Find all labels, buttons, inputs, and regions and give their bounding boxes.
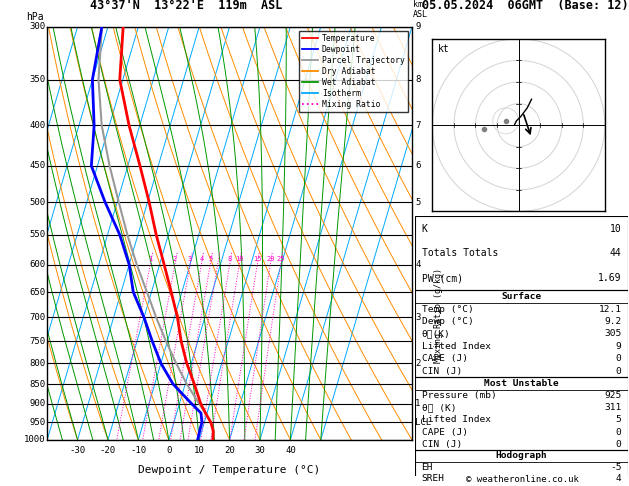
Text: Hodograph: Hodograph: [496, 451, 547, 461]
Bar: [415, 290, 628, 378]
Text: 350: 350: [29, 75, 45, 84]
Text: 3: 3: [415, 313, 421, 322]
Text: Dewpoint / Temperature (°C): Dewpoint / Temperature (°C): [138, 465, 321, 475]
Text: 20: 20: [266, 256, 275, 262]
Text: 700: 700: [29, 313, 45, 322]
Text: 4: 4: [415, 260, 421, 269]
Text: 2: 2: [173, 256, 177, 262]
Text: 9.2: 9.2: [604, 317, 621, 326]
Text: EH: EH: [421, 463, 433, 472]
Text: SREH: SREH: [421, 474, 445, 484]
Text: CAPE (J): CAPE (J): [421, 354, 467, 364]
Text: 4: 4: [199, 256, 203, 262]
Legend: Temperature, Dewpoint, Parcel Trajectory, Dry Adiabat, Wet Adiabat, Isotherm, Mi: Temperature, Dewpoint, Parcel Trajectory…: [299, 31, 408, 112]
Text: θᴇ(K): θᴇ(K): [421, 330, 450, 338]
Text: 925: 925: [604, 391, 621, 400]
Text: Lifted Index: Lifted Index: [421, 342, 491, 351]
Text: Pressure (mb): Pressure (mb): [421, 391, 496, 400]
Text: 15: 15: [253, 256, 262, 262]
Text: 305: 305: [604, 330, 621, 338]
Text: 900: 900: [29, 399, 45, 408]
Text: Dewp (°C): Dewp (°C): [421, 317, 473, 326]
Text: 1: 1: [148, 256, 152, 262]
Text: 2: 2: [415, 359, 421, 368]
Text: 40: 40: [285, 446, 296, 455]
Text: PW (cm): PW (cm): [421, 273, 463, 283]
Text: 0: 0: [616, 354, 621, 364]
Text: -20: -20: [100, 446, 116, 455]
Text: CAPE (J): CAPE (J): [421, 428, 467, 436]
Text: CIN (J): CIN (J): [421, 440, 462, 449]
Text: 8: 8: [228, 256, 232, 262]
Text: 25: 25: [277, 256, 285, 262]
Text: CIN (J): CIN (J): [421, 367, 462, 376]
Text: 650: 650: [29, 288, 45, 296]
Text: 550: 550: [29, 230, 45, 239]
Text: 800: 800: [29, 359, 45, 368]
Text: Temp (°C): Temp (°C): [421, 305, 473, 313]
Text: 300: 300: [29, 22, 45, 31]
Text: θᴇ (K): θᴇ (K): [421, 403, 456, 412]
Text: 1: 1: [415, 399, 421, 408]
Text: hPa: hPa: [26, 12, 44, 22]
Text: 500: 500: [29, 197, 45, 207]
Text: 850: 850: [29, 380, 45, 389]
Text: 1000: 1000: [24, 435, 45, 444]
Text: 43°37'N  13°22'E  119m  ASL: 43°37'N 13°22'E 119m ASL: [89, 0, 282, 12]
Text: 4: 4: [616, 474, 621, 484]
Text: 30: 30: [255, 446, 265, 455]
Bar: [415, 378, 628, 450]
Text: 0: 0: [616, 428, 621, 436]
Text: -30: -30: [70, 446, 86, 455]
Text: 12.1: 12.1: [598, 305, 621, 313]
Text: 10: 10: [610, 224, 621, 234]
Text: -5: -5: [610, 463, 621, 472]
Text: 0: 0: [616, 367, 621, 376]
Text: 20: 20: [224, 446, 235, 455]
Text: 311: 311: [604, 403, 621, 412]
Text: 5: 5: [208, 256, 213, 262]
Text: Totals Totals: Totals Totals: [421, 248, 498, 259]
Text: -10: -10: [130, 446, 147, 455]
Text: 400: 400: [29, 121, 45, 130]
Text: K: K: [421, 224, 427, 234]
Text: 0: 0: [166, 446, 172, 455]
Text: kt: kt: [438, 44, 449, 54]
Text: 450: 450: [29, 161, 45, 171]
Text: km
ASL: km ASL: [413, 0, 428, 19]
Text: 5: 5: [415, 197, 421, 207]
Text: LCL: LCL: [415, 418, 431, 427]
Text: 600: 600: [29, 260, 45, 269]
Text: 7: 7: [415, 121, 421, 130]
Text: Surface: Surface: [501, 292, 542, 301]
Text: 1.69: 1.69: [598, 273, 621, 283]
Text: Most Unstable: Most Unstable: [484, 379, 559, 388]
Text: 9: 9: [616, 342, 621, 351]
Text: 950: 950: [29, 418, 45, 427]
Text: 0: 0: [616, 440, 621, 449]
Bar: [415, 216, 628, 290]
Text: Lifted Index: Lifted Index: [421, 416, 491, 424]
Text: 5: 5: [616, 416, 621, 424]
Text: 10: 10: [235, 256, 243, 262]
Text: Mixing Ratio (g/kg): Mixing Ratio (g/kg): [434, 268, 443, 364]
Text: 8: 8: [415, 75, 421, 84]
Text: 10: 10: [194, 446, 204, 455]
Text: 05.05.2024  06GMT  (Base: 12): 05.05.2024 06GMT (Base: 12): [422, 0, 628, 12]
Text: © weatheronline.co.uk: © weatheronline.co.uk: [465, 474, 579, 484]
Text: 750: 750: [29, 337, 45, 346]
Text: 9: 9: [415, 22, 421, 31]
Text: 6: 6: [415, 161, 421, 171]
Bar: [415, 450, 628, 486]
Text: 3: 3: [188, 256, 192, 262]
Text: 44: 44: [610, 248, 621, 259]
